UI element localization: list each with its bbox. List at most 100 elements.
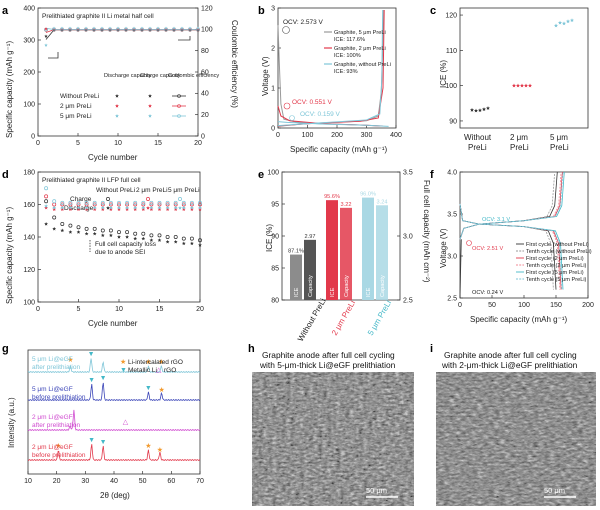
chart-d-point-4-20 (198, 200, 202, 205)
chart-f-legend-label-2: First cycle (2 μm PreLi) (526, 256, 584, 262)
chart-a-xtick-label-2: 10 (114, 140, 122, 147)
chart-d-point-3-6 (84, 207, 89, 211)
chart-d-point-1-17 (173, 239, 178, 244)
chart-d-point-1-7 (92, 231, 97, 236)
chart-b-xtick-label-2: 200 (331, 132, 343, 139)
chart-c-point-2-1 (558, 20, 562, 25)
chart-a-legend-5um: 5 μm PreLi (60, 113, 92, 120)
chart-d-point-5-9 (109, 205, 113, 210)
chart-d-point-3-17 (173, 207, 178, 211)
chart-a-legend-header-ce: Coulombic efficiency (168, 73, 219, 79)
chart-a-capacity-point-2-7 (92, 26, 96, 30)
chart-b-frame (277, 7, 397, 129)
chart-g: 10 20 30 40 50 60 70 Intensity (a.u.) 2θ (deg)… (7, 349, 204, 500)
chart-a-legend-charge-mark-2 (148, 114, 152, 118)
chart-c-point-0-3 (482, 107, 486, 111)
chart-d-point-5-2 (52, 205, 57, 210)
chart-e-bar-text-capacity-2: Capacity (380, 275, 386, 297)
chart-b-xtick-label-4: 400 (390, 132, 402, 139)
chart-g-peak-star-0: ★ (67, 356, 73, 364)
chart-f-legend-label-5: Tenth cycle (5 μm PreLi) (526, 277, 587, 283)
chart-b-ocv-without-circle (289, 115, 295, 121)
chart-d-point-5-14 (149, 205, 154, 210)
chart-d-point-4-2 (52, 199, 57, 204)
chart-b-ocv-without: OCV: 0.159 V (300, 111, 341, 118)
chart-b-legend-5um: Graphite, 5 μm PreLi (334, 30, 386, 36)
chart-d-point-2-1 (44, 194, 49, 199)
sem-i-title-2: with 2-μm-thick Li@eGF prelithiation (441, 360, 578, 370)
chart-d-point-5-8 (100, 205, 105, 210)
chart-d-point-5-16 (165, 205, 170, 210)
chart-a-ytick-label-0: 0 (31, 133, 35, 140)
chart-d-point-5-11 (125, 205, 129, 210)
chart-b-legend-2um: Graphite, 2 μm PreLi (334, 46, 386, 52)
chart-d-point-2-2 (52, 202, 57, 207)
chart-a-xtick-label-3: 15 (154, 140, 162, 147)
chart-e-capacity-bar-0 (304, 239, 316, 300)
chart-d-point-4-4 (68, 200, 73, 205)
chart-d-point-1-19 (190, 241, 194, 246)
chart-d-point-1-12 (133, 236, 138, 241)
chart-d-xtick-label-3: 15 (156, 306, 164, 313)
chart-e-ytick-label-0: 80 (271, 297, 279, 304)
chart-d-point-3-14 (149, 207, 154, 211)
chart-d-point-1-4 (68, 230, 73, 234)
chart-a-legend-ce-mark-2 (177, 114, 181, 118)
chart-b-axes: 0 100 200 300 400 0 1 2 3 (271, 5, 402, 139)
chart-d-ylabel: Specific capacity (mAh g⁻¹) (5, 207, 14, 304)
chart-g-label-5um-before-a: 5 μm Li@eGF (32, 386, 73, 393)
chart-a-legend-charge-mark-1 (148, 104, 152, 108)
chart-a-legend-ce-mark-1 (177, 104, 181, 108)
chart-d-legend-charge-mark-0 (106, 197, 110, 201)
chart-d-point-3-2 (52, 207, 57, 211)
chart-d-point-3-4 (68, 207, 73, 211)
chart-d-point-3-5 (76, 207, 81, 211)
chart-c: 90 100 110 120 ICE (%) Without PreLi 2 μm P… (439, 7, 589, 152)
chart-a-right-ytick-label-4: 80 (201, 48, 209, 55)
chart-e-marks: 87.1% 2.97 ICE Capacity 95.6%3.22 ICE Capacity… (288, 192, 388, 300)
chart-a-capacity-point-2-17 (172, 26, 176, 30)
chart-d-point-5-15 (157, 205, 162, 210)
chart-e-capacity-bar-1 (340, 207, 352, 300)
chart-a-capacity-point-2-4 (68, 26, 72, 30)
chart-d-legend-charge-mark-2 (178, 197, 182, 201)
chart-g-trace-3 (28, 444, 201, 462)
chart-f: 0 50 100 150 200 2.5 3.0 3.5 4.0 Voltage (V) Spe… (439, 169, 594, 324)
chart-d-point-0-7 (92, 226, 97, 231)
chart-a-legend-discharge-mark-1 (115, 104, 119, 108)
chart-g-peak-li-4: ▼ (88, 437, 95, 444)
chart-d-point-0-10 (117, 230, 121, 235)
chart-d-point-1-16 (165, 239, 170, 244)
chart-a-xtick-label-4: 20 (194, 140, 202, 147)
chart-b-legend-without: Graphite, without PreLi (334, 62, 391, 68)
chart-d-point-4-15 (157, 200, 162, 205)
chart-g-peak-star-5: ★ (145, 442, 151, 450)
chart-d-point-5-10 (117, 205, 121, 210)
chart-a-xtick-label-1: 5 (76, 140, 80, 147)
chart-a-capacity-point-2-3 (60, 26, 64, 30)
chart-d-point-0-11 (125, 230, 130, 235)
chart-a-ytick-label-3: 300 (23, 37, 35, 44)
chart-f-xtick-label-3: 150 (550, 302, 562, 309)
chart-e: 80 85 90 95 100 2.5 3.0 3.5 ICE (%) Full cell c… (265, 169, 431, 343)
chart-d-point-4-9 (108, 200, 113, 205)
chart-c-cat-2-a: 5 μm (550, 133, 568, 142)
chart-a-capacity-point-2-2 (52, 26, 56, 30)
chart-c-point-1-0 (512, 83, 516, 88)
chart-a-xlabel: Cycle number (88, 153, 138, 162)
chart-c-cat-1-a: 2 μm (510, 133, 528, 142)
chart-g-legend-li: Metallic Li (128, 367, 157, 374)
chart-d-legend-discharge-mark-1 (146, 206, 150, 210)
chart-e-ylabel: ICE (%) (265, 224, 274, 252)
chart-d-point-3-11 (125, 207, 129, 211)
chart-e-ytick-label-4: 100 (267, 169, 279, 176)
chart-c-point-0-1 (474, 108, 478, 113)
chart-g-xtick-label-2: 30 (81, 478, 89, 485)
chart-d-annotation-2: due to anode SEI (95, 249, 145, 256)
chart-b-ocv-2um-circle (283, 102, 291, 110)
chart-f-ocv-1: OCV: 3.1 V (482, 217, 510, 223)
chart-f-legend-label-3: Tenth cycle (2 μm PreLi) (526, 263, 587, 269)
chart-d-ytick-label-2: 140 (23, 234, 35, 241)
chart-d-point-0-20 (198, 238, 202, 243)
